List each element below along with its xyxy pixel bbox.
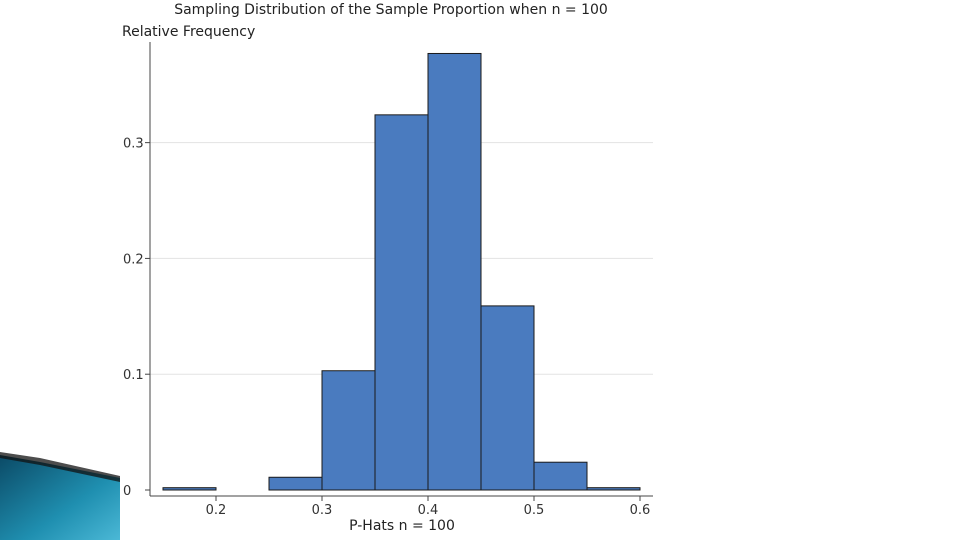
x-tick-label: 0.3 xyxy=(312,503,333,518)
y-axis-label: Relative Frequency xyxy=(122,24,255,40)
histogram-bar-4 xyxy=(374,114,429,491)
histogram-bar-2 xyxy=(268,476,323,491)
y-tick-label: 0.1 xyxy=(123,368,144,383)
bars xyxy=(162,52,641,491)
histogram-bar-0 xyxy=(162,487,217,491)
corner-decoration-shadow xyxy=(0,452,120,482)
histogram-bar-6 xyxy=(480,305,535,491)
histogram-bar-3 xyxy=(321,370,376,491)
histogram-bar-8 xyxy=(586,487,641,491)
corner-decoration xyxy=(0,455,120,540)
x-tick-label: 0.5 xyxy=(524,503,545,518)
chart-title: Sampling Distribution of the Sample Prop… xyxy=(174,2,608,18)
x-tick-labels: 0.2 0.3 0.4 0.5 0.6 xyxy=(206,503,651,518)
y-tick-label: 0.3 xyxy=(123,137,144,152)
x-tick-label: 0.6 xyxy=(630,503,651,518)
histogram-bar-7 xyxy=(533,461,588,491)
x-axis-label: P-Hats n = 100 xyxy=(349,518,455,534)
x-tick-label: 0.4 xyxy=(418,503,439,518)
x-tick-label: 0.2 xyxy=(206,503,227,518)
y-tick-labels: 0 0.1 0.2 0.3 xyxy=(123,137,144,499)
histogram-bar-5 xyxy=(427,52,482,491)
axes xyxy=(145,42,653,501)
y-tick-label: 0.2 xyxy=(123,252,144,267)
y-tick-label: 0 xyxy=(123,484,131,499)
